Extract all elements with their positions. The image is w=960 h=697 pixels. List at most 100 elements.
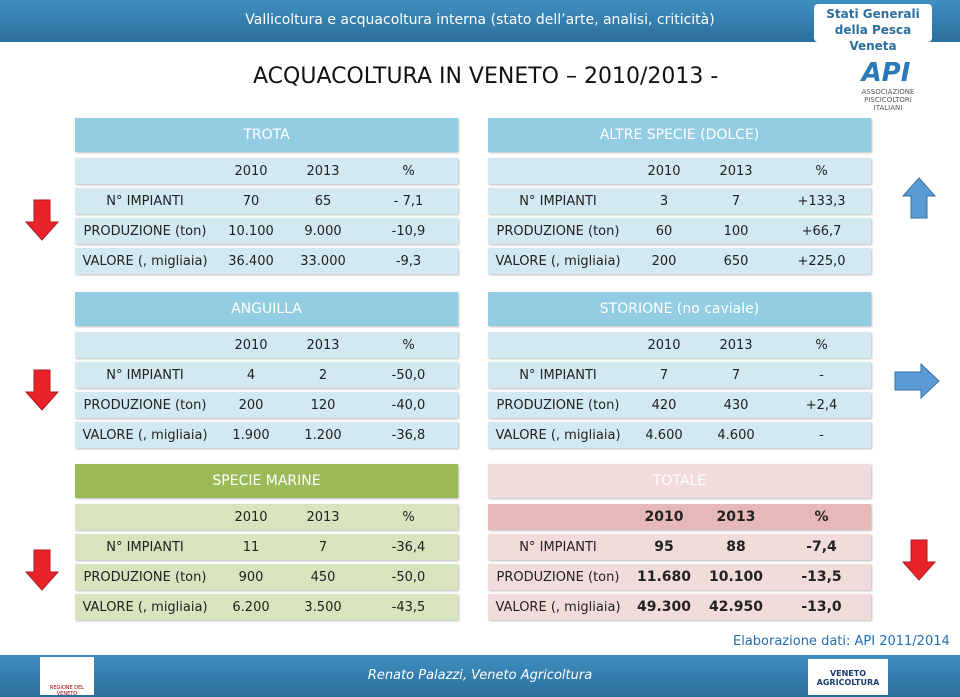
- header-cell: 2013: [306, 163, 340, 179]
- header-cell: 2013: [719, 163, 753, 179]
- header-cell: %: [402, 163, 415, 179]
- header-cell: 2010: [644, 509, 684, 525]
- table-cell: +66,7: [801, 223, 842, 239]
- table-cell: 200: [651, 253, 677, 269]
- row-label: VALORE (, migliaia): [82, 253, 208, 269]
- header-bar: [0, 0, 960, 42]
- table-cell: 9.000: [304, 223, 342, 239]
- row-label: PRODUZIONE (ton): [83, 569, 207, 585]
- table-cell: -7,4: [806, 539, 837, 555]
- table-cell: -13,0: [801, 599, 842, 615]
- header-cell: 2013: [719, 337, 753, 353]
- table-cell: 11.680: [636, 569, 692, 585]
- row-label: N° IMPIANTI: [519, 367, 597, 383]
- table-cell: 4.600: [645, 427, 683, 443]
- header-cell: 2010: [234, 509, 268, 525]
- table-cell: 7: [659, 367, 669, 383]
- table-cell: 60: [655, 223, 673, 239]
- header-row: 2010 2013%: [488, 332, 871, 358]
- table-row: PRODUZIONE (ton) 60 100 +66,7: [488, 218, 871, 244]
- row-label: VALORE (, migliaia): [495, 253, 621, 269]
- header-cell: 2013: [716, 509, 756, 525]
- table-cell: 10.100: [228, 223, 274, 239]
- table-title: STORIONE (no caviale): [488, 292, 871, 326]
- table-cell: 10.100: [708, 569, 764, 585]
- header-row: 2010 2013%: [75, 158, 458, 184]
- row-label: VALORE (, migliaia): [495, 427, 621, 443]
- table-cell: +133,3: [797, 193, 846, 209]
- table-row: PRODUZIONE (ton) 11.680 10.100 -13,5: [488, 564, 871, 590]
- table-row: N° IMPIANTI 4 2 -50,0: [75, 362, 458, 388]
- logo-text: della Pesca Veneta: [834, 23, 912, 53]
- table-row: N° IMPIANTI 3 7 +133,3: [488, 188, 871, 214]
- data-table: STORIONE (no caviale) 2010 2013% N° IMPIANT…: [488, 292, 871, 452]
- table-cell: 2: [318, 367, 328, 383]
- table-title: TOTALE: [488, 464, 871, 498]
- table-title: SPECIE MARINE: [75, 464, 458, 498]
- table-cell: 100: [723, 223, 749, 239]
- api-logo: API ASSOCIAZIONE PISCICOLTORI ITALIANI: [838, 58, 934, 114]
- region-logo: REGIONE DEL VENETO: [40, 657, 94, 697]
- row-label: VALORE (, migliaia): [82, 427, 208, 443]
- table-row: N° IMPIANTI 95 88 -7,4: [488, 534, 871, 560]
- table-cell: -40,0: [391, 397, 426, 413]
- header-row: 2010 2013%: [75, 332, 458, 358]
- table-cell: 420: [651, 397, 677, 413]
- table-cell: 95: [654, 539, 674, 555]
- table-cell: 450: [310, 569, 336, 585]
- table-cell: 65: [314, 193, 332, 209]
- table-row: PRODUZIONE (ton) 900 450 -50,0: [75, 564, 458, 590]
- table-cell: 4.600: [717, 427, 755, 443]
- data-table: TOTALE 2010 2013% N° IMPIANTI 95 88 -7,4 PRODUZ…: [488, 464, 871, 624]
- arrow-down: [25, 199, 59, 241]
- table-cell: 7: [318, 539, 328, 555]
- table-cell: 7: [731, 367, 741, 383]
- table-cell: 430: [723, 397, 749, 413]
- table-row: VALORE (, migliaia) 1.900 1.200 -36,8: [75, 422, 458, 448]
- source-note: Elaborazione dati: API 2011/2014: [733, 634, 950, 649]
- header-row: 2010 2013%: [488, 158, 871, 184]
- table-cell: 11: [242, 539, 260, 555]
- logo-text: API: [861, 58, 911, 88]
- header-cell: 2013: [306, 337, 340, 353]
- row-label: N° IMPIANTI: [106, 193, 184, 209]
- table-cell: -36,4: [391, 539, 426, 555]
- table-cell: 3: [659, 193, 669, 209]
- header-title: Vallicoltura e acquacoltura interna (sta…: [245, 12, 715, 28]
- header-cell: %: [402, 509, 415, 525]
- arrow-down: [25, 369, 59, 411]
- header-cell: %: [402, 337, 415, 353]
- table-row: PRODUZIONE (ton) 200 120 -40,0: [75, 392, 458, 418]
- table-cell: -10,9: [391, 223, 426, 239]
- table-cell: +225,0: [797, 253, 846, 269]
- logo: Stati Generali della Pesca Veneta: [814, 4, 932, 53]
- author: Renato Palazzi, Veneto Agricoltura: [367, 668, 593, 683]
- table-cell: - 7,1: [393, 193, 424, 209]
- row-label: VALORE (, migliaia): [495, 599, 621, 615]
- data-table: SPECIE MARINE 2010 2013% N° IMPIANTI 11 7 -36,…: [75, 464, 458, 624]
- row-label: PRODUZIONE (ton): [83, 223, 207, 239]
- row-label: VALORE (, migliaia): [82, 599, 208, 615]
- table-cell: 36.400: [228, 253, 274, 269]
- table-row: VALORE (, migliaia) 6.200 3.500 -43,5: [75, 594, 458, 620]
- row-label: N° IMPIANTI: [519, 539, 597, 555]
- table-cell: 6.200: [232, 599, 270, 615]
- table-cell: 42.950: [708, 599, 764, 615]
- data-table: ANGUILLA 2010 2013% N° IMPIANTI 4 2 -50,0 PRODU…: [75, 292, 458, 452]
- table-cell: 120: [310, 397, 336, 413]
- table-row: VALORE (, migliaia) 4.600 4.600 -: [488, 422, 871, 448]
- main-title: ACQUACOLTURA IN VENETO – 2010/2013 -: [253, 64, 719, 89]
- row-label: PRODUZIONE (ton): [83, 397, 207, 413]
- table-row: PRODUZIONE (ton) 10.100 9.000 -10,9: [75, 218, 458, 244]
- header-cell: %: [815, 163, 828, 179]
- footer-bar: [0, 655, 960, 697]
- header-cell: 2010: [234, 163, 268, 179]
- table-row: N° IMPIANTI 7 7 -: [488, 362, 871, 388]
- logo-text: Stati Generali: [826, 7, 920, 21]
- header-cell: 2010: [647, 163, 681, 179]
- arrow-down: [25, 549, 59, 591]
- table-cell: -9,3: [395, 253, 422, 269]
- table-cell: 70: [242, 193, 260, 209]
- table-cell: 3.500: [304, 599, 342, 615]
- table-row: PRODUZIONE (ton) 420 430 +2,4: [488, 392, 871, 418]
